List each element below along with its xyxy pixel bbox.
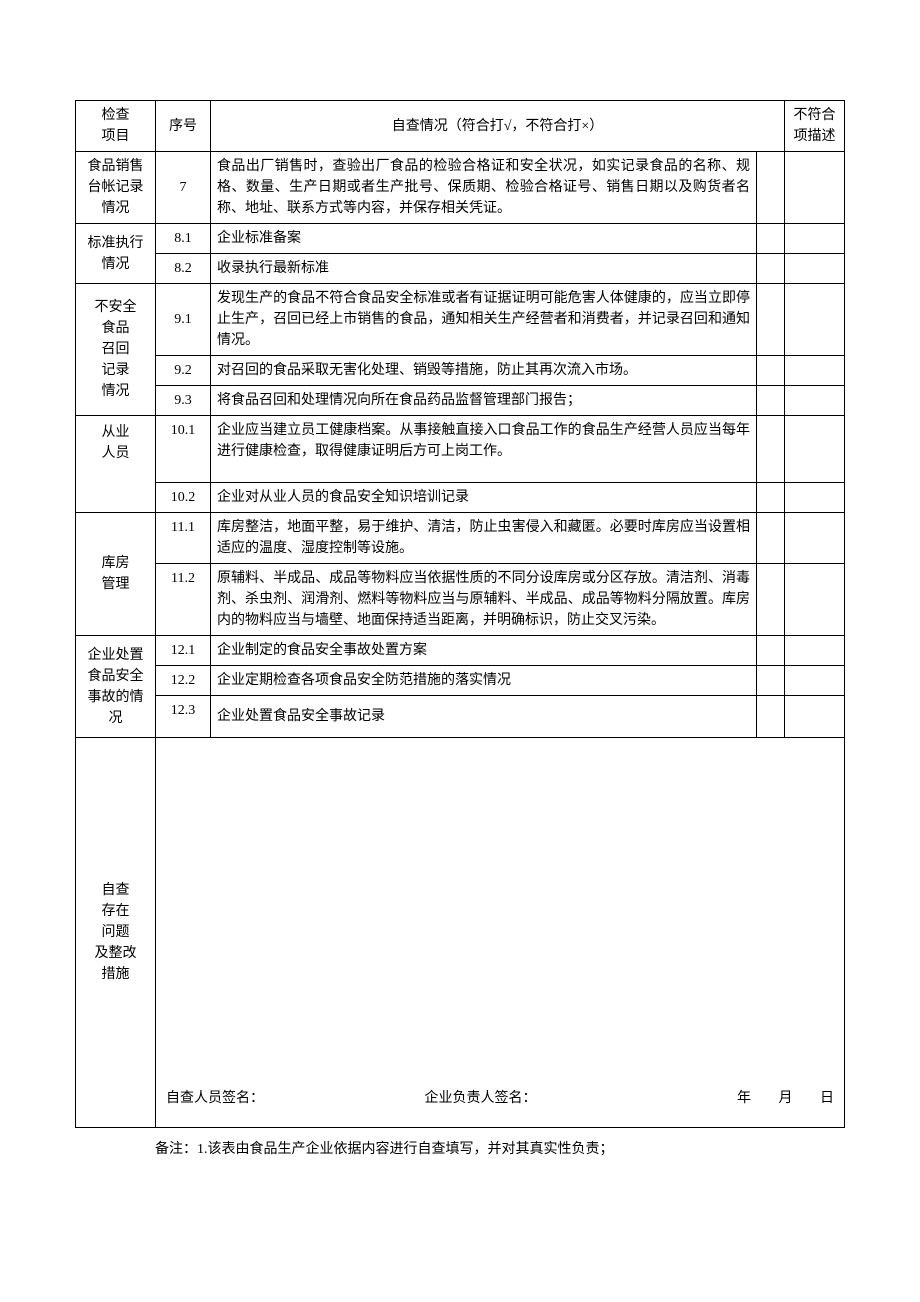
table-row: 10.2 企业对从业人员的食品安全知识培训记录 bbox=[76, 483, 845, 513]
check-cell[interactable] bbox=[757, 356, 785, 386]
remark-cell[interactable] bbox=[785, 636, 845, 666]
table-row: 食品销售 台帐记录 情况 7 食品出厂销售时，查验出厂食品的检验合格证和安全状况… bbox=[76, 152, 845, 224]
header-index: 序号 bbox=[156, 101, 211, 152]
index-cell: 8.2 bbox=[156, 254, 211, 284]
signature-line: 自查人员签名： 企业负责人签名： 年 月 日 bbox=[162, 1088, 838, 1109]
remark-cell[interactable] bbox=[785, 416, 845, 483]
check-cell[interactable] bbox=[757, 224, 785, 254]
index-cell: 12.2 bbox=[156, 666, 211, 696]
footnote: 备注：1.该表由食品生产企业依据内容进行自查填写，并对其真实性负责； bbox=[75, 1138, 845, 1158]
desc-cell: 企业对从业人员的食品安全知识培训记录 bbox=[211, 483, 757, 513]
table-row: 11.2 原辅料、半成品、成品等物料应当依据性质的不同分设库房或分区存放。清洁剂… bbox=[76, 564, 845, 636]
index-cell: 10.1 bbox=[156, 416, 211, 483]
check-cell[interactable] bbox=[757, 284, 785, 356]
desc-cell: 企业定期检查各项食品安全防范措施的落实情况 bbox=[211, 666, 757, 696]
index-cell: 9.3 bbox=[156, 386, 211, 416]
table-row: 不安全 食品 召回 记录 情况 9.1 发现生产的食品不符合食品安全标准或者有证… bbox=[76, 284, 845, 356]
remark-cell[interactable] bbox=[785, 696, 845, 738]
desc-cell: 企业处置食品安全事故记录 bbox=[211, 696, 757, 738]
remark-cell[interactable] bbox=[785, 224, 845, 254]
desc-cell: 对召回的食品采取无害化处理、销毁等措施，防止其再次流入市场。 bbox=[211, 356, 757, 386]
date-label: 年 月 日 bbox=[697, 1088, 834, 1109]
table-row: 12.3 企业处置食品安全事故记录 bbox=[76, 696, 845, 738]
index-cell: 12.3 bbox=[156, 696, 211, 738]
category-cell: 库房 管理 bbox=[76, 513, 156, 636]
check-cell[interactable] bbox=[757, 254, 785, 284]
issues-category: 自查 存在 问题 及整改 措施 bbox=[76, 738, 156, 1128]
check-cell[interactable] bbox=[757, 483, 785, 513]
desc-cell: 企业应当建立员工健康档案。从事接触直接入口食品工作的食品生产经营人员应当每年进行… bbox=[211, 416, 757, 483]
table-row: 企业处置 食品安全 事故的情 况 12.1 企业制定的食品安全事故处置方案 bbox=[76, 636, 845, 666]
page-container: 检查 项目 序号 自查情况（符合打√，不符合打×） 不符合 项描述 食品销售 台… bbox=[0, 0, 920, 1218]
remark-cell[interactable] bbox=[785, 254, 845, 284]
index-cell: 12.1 bbox=[156, 636, 211, 666]
remark-cell[interactable] bbox=[785, 666, 845, 696]
desc-cell: 原辅料、半成品、成品等物料应当依据性质的不同分设库房或分区存放。清洁剂、消毒剂、… bbox=[211, 564, 757, 636]
desc-cell: 库房整洁，地面平整，易于维护、清洁，防止虫害侵入和藏匿。必要时库房应当设置相适应… bbox=[211, 513, 757, 564]
header-category: 检查 项目 bbox=[76, 101, 156, 152]
check-cell[interactable] bbox=[757, 416, 785, 483]
remark-cell[interactable] bbox=[785, 483, 845, 513]
issues-content[interactable]: 自查人员签名： 企业负责人签名： 年 月 日 bbox=[156, 738, 845, 1128]
remark-cell[interactable] bbox=[785, 513, 845, 564]
check-cell[interactable] bbox=[757, 152, 785, 224]
category-cell: 不安全 食品 召回 记录 情况 bbox=[76, 284, 156, 416]
index-cell: 9.1 bbox=[156, 284, 211, 356]
remark-cell[interactable] bbox=[785, 564, 845, 636]
remark-cell[interactable] bbox=[785, 386, 845, 416]
remark-cell[interactable] bbox=[785, 284, 845, 356]
table-row: 8.2 收录执行最新标准 bbox=[76, 254, 845, 284]
desc-cell: 企业制定的食品安全事故处置方案 bbox=[211, 636, 757, 666]
index-cell: 8.1 bbox=[156, 224, 211, 254]
desc-cell: 将食品召回和处理情况向所在食品药品监督管理部门报告； bbox=[211, 386, 757, 416]
index-cell: 11.2 bbox=[156, 564, 211, 636]
table-row: 从业 人员 10.1 企业应当建立员工健康档案。从事接触直接入口食品工作的食品生… bbox=[76, 416, 845, 483]
table-row: 标准执行 情况 8.1 企业标准备案 bbox=[76, 224, 845, 254]
index-cell: 7 bbox=[156, 152, 211, 224]
desc-cell: 发现生产的食品不符合食品安全标准或者有证据证明可能危害人体健康的，应当立即停止生… bbox=[211, 284, 757, 356]
category-cell: 企业处置 食品安全 事故的情 况 bbox=[76, 636, 156, 738]
header-remark: 不符合 项描述 bbox=[785, 101, 845, 152]
header-desc: 自查情况（符合打√，不符合打×） bbox=[211, 101, 785, 152]
check-cell[interactable] bbox=[757, 564, 785, 636]
table-header-row: 检查 项目 序号 自查情况（符合打√，不符合打×） 不符合 项描述 bbox=[76, 101, 845, 152]
table-row: 12.2 企业定期检查各项食品安全防范措施的落实情况 bbox=[76, 666, 845, 696]
remark-cell[interactable] bbox=[785, 356, 845, 386]
index-cell: 11.1 bbox=[156, 513, 211, 564]
desc-cell: 食品出厂销售时，查验出厂食品的检验合格证和安全状况，如实记录食品的名称、规格、数… bbox=[211, 152, 757, 224]
issues-row: 自查 存在 问题 及整改 措施 自查人员签名： 企业负责人签名： 年 月 日 bbox=[76, 738, 845, 1128]
leader-sign-label: 企业负责人签名： bbox=[425, 1088, 537, 1109]
index-cell: 9.2 bbox=[156, 356, 211, 386]
category-cell: 从业 人员 bbox=[76, 416, 156, 513]
inspection-table: 检查 项目 序号 自查情况（符合打√，不符合打×） 不符合 项描述 食品销售 台… bbox=[75, 100, 845, 1128]
desc-cell: 收录执行最新标准 bbox=[211, 254, 757, 284]
check-cell[interactable] bbox=[757, 513, 785, 564]
inspector-sign-label: 自查人员签名： bbox=[166, 1088, 264, 1109]
check-cell[interactable] bbox=[757, 636, 785, 666]
table-row: 库房 管理 11.1 库房整洁，地面平整，易于维护、清洁，防止虫害侵入和藏匿。必… bbox=[76, 513, 845, 564]
category-cell: 食品销售 台帐记录 情况 bbox=[76, 152, 156, 224]
table-row: 9.3 将食品召回和处理情况向所在食品药品监督管理部门报告； bbox=[76, 386, 845, 416]
index-cell: 10.2 bbox=[156, 483, 211, 513]
category-cell: 标准执行 情况 bbox=[76, 224, 156, 284]
desc-cell: 企业标准备案 bbox=[211, 224, 757, 254]
remark-cell[interactable] bbox=[785, 152, 845, 224]
table-row: 9.2 对召回的食品采取无害化处理、销毁等措施，防止其再次流入市场。 bbox=[76, 356, 845, 386]
check-cell[interactable] bbox=[757, 696, 785, 738]
check-cell[interactable] bbox=[757, 666, 785, 696]
check-cell[interactable] bbox=[757, 386, 785, 416]
